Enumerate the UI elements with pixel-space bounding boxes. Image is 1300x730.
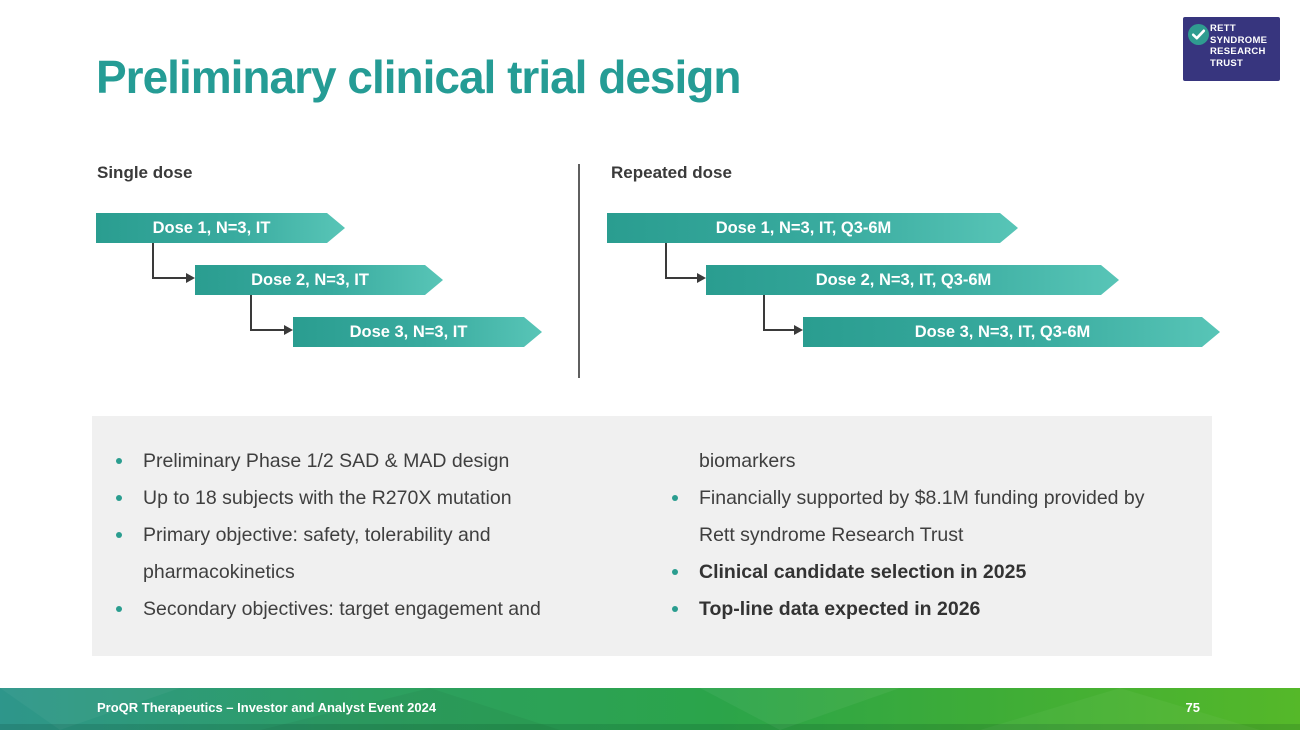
- connector-arrowhead-icon: [186, 272, 195, 283]
- connector-line: [250, 295, 252, 331]
- bullet-dot-icon: [672, 495, 678, 501]
- bullet-dot-icon: [672, 606, 678, 612]
- repeated-dose-arrow-1: Dose 1, N=3, IT, Q3-6M: [607, 213, 1018, 243]
- repeated-dose-label: Repeated dose: [611, 163, 732, 182]
- connector-arrowhead-icon: [794, 324, 803, 335]
- logo-line: TRUST: [1210, 57, 1244, 69]
- logo-line: RESEARCH: [1210, 46, 1266, 57]
- footer-bar: ProQR Therapeutics – Investor and Analys…: [0, 688, 1300, 730]
- connector-arrowhead-icon: [284, 324, 293, 335]
- bullet-dot-icon: [116, 532, 122, 538]
- rett-syndrome-research-trust-logo: RETT SYNDROME RESEARCH TRUST: [1183, 17, 1280, 81]
- connector-line: [152, 243, 154, 279]
- bullet-dot-icon: [116, 495, 122, 501]
- connector-line: [763, 329, 794, 331]
- connector-line: [152, 277, 186, 279]
- list-item: Primary objective: safety, tolerability …: [116, 517, 636, 591]
- connector-line: [763, 295, 765, 331]
- bullet-text: Financially supported by $8.1M funding p…: [699, 487, 1145, 546]
- single-dose-arrow-1: Dose 1, N=3, IT: [96, 213, 345, 243]
- connector-arrowhead-icon: [697, 272, 706, 283]
- list-item: biomarkers: [672, 443, 1152, 480]
- bullet-dot-icon: [672, 569, 678, 575]
- summary-right-column: biomarkers Financially supported by $8.1…: [672, 443, 1152, 628]
- repeated-dose-arrow-2: Dose 2, N=3, IT, Q3-6M: [706, 265, 1119, 295]
- bullet-dot-icon: [116, 606, 122, 612]
- bullet-text: Up to 18 subjects with the R270X mutatio…: [143, 487, 512, 509]
- bullet-text: Secondary objectives: target engagement …: [143, 598, 541, 620]
- bullet-dot-icon: [672, 458, 678, 464]
- bullet-text: Preliminary Phase 1/2 SAD & MAD design: [143, 450, 510, 472]
- bullet-text: Clinical candidate selection in 2025: [699, 561, 1027, 583]
- single-dose-arrow-2: Dose 2, N=3, IT: [195, 265, 443, 295]
- list-item: Secondary objectives: target engagement …: [116, 591, 636, 628]
- repeated-dose-arrow-3: Dose 3, N=3, IT, Q3-6M: [803, 317, 1220, 347]
- check-leaf-icon: [1188, 24, 1209, 45]
- summary-box: Preliminary Phase 1/2 SAD & MAD design U…: [92, 416, 1212, 656]
- list-item: Preliminary Phase 1/2 SAD & MAD design: [116, 443, 636, 480]
- connector-line: [665, 277, 697, 279]
- list-item: Clinical candidate selection in 2025: [672, 554, 1152, 591]
- list-item: Top-line data expected in 2026: [672, 591, 1152, 628]
- single-dose-label: Single dose: [97, 163, 193, 182]
- list-item: Financially supported by $8.1M funding p…: [672, 480, 1152, 554]
- vertical-divider: [578, 164, 580, 378]
- summary-left-column: Preliminary Phase 1/2 SAD & MAD design U…: [116, 443, 636, 628]
- bullet-dot-icon: [116, 458, 122, 464]
- bullet-text: Primary objective: safety, tolerability …: [143, 524, 491, 583]
- connector-line: [665, 243, 667, 279]
- logo-line: SYNDROME: [1210, 34, 1268, 46]
- connector-line: [250, 329, 284, 331]
- logo-text: RETT SYNDROME RESEARCH TRUST: [1210, 23, 1267, 69]
- footer-event-title: ProQR Therapeutics – Investor and Analys…: [97, 700, 437, 715]
- page-number: 75: [1185, 700, 1200, 715]
- list-item: Up to 18 subjects with the R270X mutatio…: [116, 480, 636, 517]
- page-title: Preliminary clinical trial design: [96, 51, 742, 103]
- bullet-text: biomarkers: [699, 450, 796, 472]
- single-dose-arrow-3: Dose 3, N=3, IT: [293, 317, 542, 347]
- logo-line: RETT: [1210, 23, 1237, 34]
- bullet-text: Top-line data expected in 2026: [699, 598, 981, 620]
